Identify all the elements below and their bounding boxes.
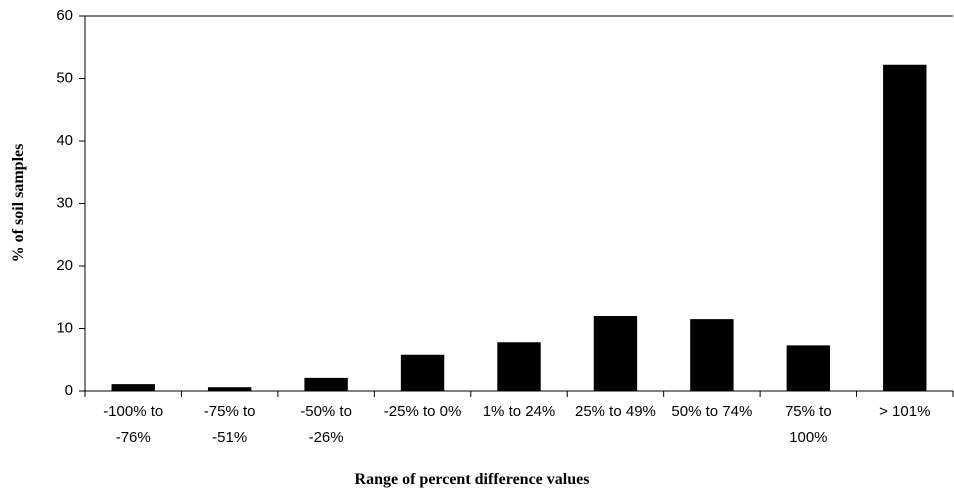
bar [786, 345, 831, 391]
bar [111, 384, 155, 391]
bar [883, 64, 927, 391]
x-tick-label: -50% to -26% [300, 403, 352, 446]
bar [497, 342, 541, 391]
x-tick-label: -25% to 0% [383, 403, 462, 420]
bar [593, 316, 638, 391]
y-axis-title: % of soil samples [10, 144, 27, 263]
y-tick-label: 50 [56, 69, 73, 86]
x-tick-label: 50% to 74% [671, 403, 753, 420]
x-tick-label: > 101% [879, 403, 931, 420]
bar [690, 319, 734, 391]
y-tick-label: 60 [56, 7, 73, 24]
bar [207, 387, 252, 391]
x-tick-label: 1% to 24% [482, 403, 556, 420]
y-tick-label: 20 [56, 257, 73, 274]
x-tick-label: 25% to 49% [574, 403, 656, 420]
y-tick-label: 40 [56, 132, 73, 149]
y-tick-label: 0 [65, 382, 73, 399]
x-tick-label: -100% to -76% [103, 403, 164, 446]
x-tick-label: -75% to -51% [203, 403, 256, 446]
y-tick-label: 30 [56, 194, 73, 211]
bar [400, 354, 445, 391]
x-axis-title: Range of percent difference values [355, 471, 590, 488]
x-tick-label: 75% to 100% [784, 403, 832, 446]
bar [304, 377, 348, 391]
y-tick-label: 10 [56, 319, 73, 336]
